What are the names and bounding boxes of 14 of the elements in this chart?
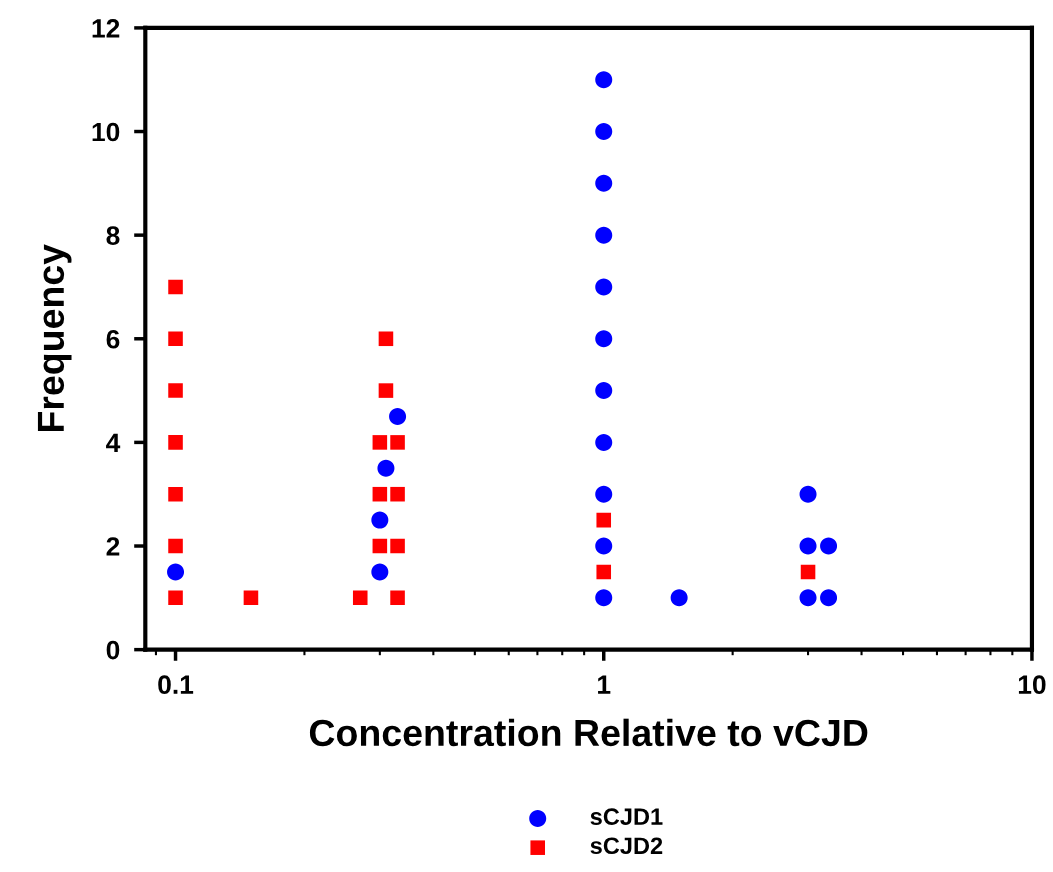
y-tick-label: 0	[106, 640, 120, 660]
x-tick-label: 0.1	[158, 675, 194, 695]
x-tick-label: 10	[1018, 675, 1046, 695]
y-axis-title: Frequency	[37, 244, 72, 432]
y-tick-label: 4	[106, 433, 121, 452]
legend-label: sCJD2	[590, 837, 663, 855]
y-tick-label: 10	[92, 122, 120, 142]
y-tick-label: 8	[106, 226, 120, 245]
y-tick-label: 2	[106, 537, 120, 556]
legend-label: sCJD1	[590, 808, 663, 826]
y-tick-label: 6	[106, 329, 120, 349]
x-tick-label: 1	[598, 675, 611, 694]
y-tick-label: 12	[92, 19, 120, 38]
x-axis-title: Concentration Relative to vCJD	[309, 718, 868, 747]
